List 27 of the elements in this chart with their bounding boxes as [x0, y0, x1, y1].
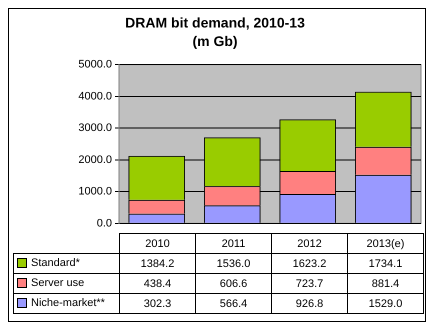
data-label: 1529.0 [348, 294, 424, 314]
legend-label: Niche-market** [31, 296, 105, 308]
data-label: 606.6 [196, 274, 272, 294]
data-label: 926.8 [272, 294, 348, 314]
data-label: 438.4 [120, 274, 196, 294]
data-label: 566.4 [196, 294, 272, 314]
chart-subtitle: (m Gb) [192, 33, 238, 50]
legend-label: Server use [31, 276, 84, 288]
y-tick-label: 4000.0 [78, 90, 112, 102]
legend-label: Standard* [31, 256, 80, 268]
y-tick-label: 0.0 [96, 217, 112, 230]
y-tick-label: 5000.0 [78, 58, 112, 71]
y-tick-label: 3000.0 [78, 122, 112, 134]
data-label: 1734.1 [348, 254, 424, 274]
data-label: 723.7 [272, 274, 348, 294]
y-tick-label: 1000.0 [78, 186, 112, 198]
x-tick-label: 2012 [272, 234, 348, 254]
data-label: 1384.2 [120, 254, 196, 274]
data-label: 1536.0 [196, 254, 272, 274]
chart-title: DRAM bit demand, 2010-13 [125, 14, 306, 30]
y-tick-label: 2000.0 [78, 154, 112, 166]
x-tick-label: 2011 [196, 234, 272, 254]
x-tick-label: 2013(e) [348, 234, 424, 254]
data-label: 302.3 [120, 294, 196, 314]
x-tick-label: 2010 [120, 234, 196, 254]
data-label: 1623.2 [272, 254, 348, 274]
data-label: 881.4 [348, 274, 424, 294]
